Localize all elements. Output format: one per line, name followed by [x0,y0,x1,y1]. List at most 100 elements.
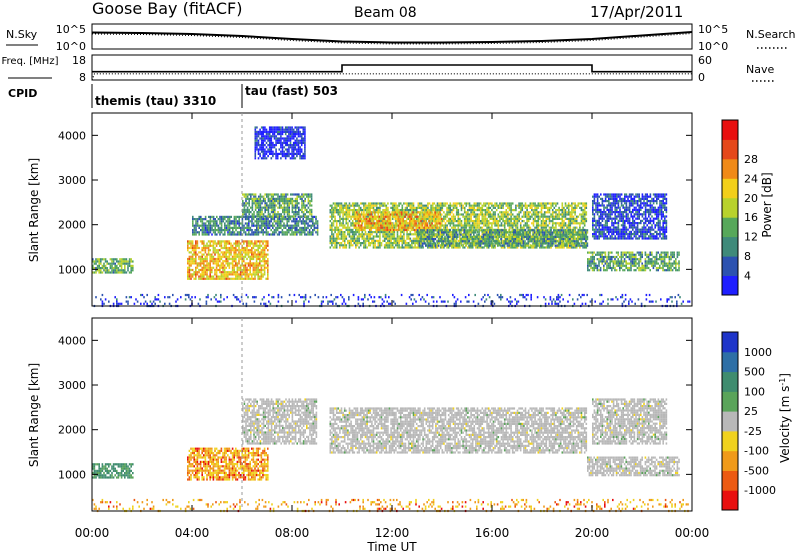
echo-cell [219,271,221,274]
echo-cell [332,220,335,223]
echo-cell [264,224,266,227]
echo-cell [389,226,392,229]
echo-cell [585,202,588,205]
echo-cell [256,204,258,207]
echo-cell [559,213,562,216]
echo-cell [296,226,298,229]
echo-cell [423,220,425,223]
echo-cell [579,246,581,249]
echo-cell [468,224,471,227]
echo-cell [371,204,373,207]
echo-cell [228,266,231,269]
echo-cell [384,228,387,232]
echo-cell [375,211,378,214]
echo-cell [294,144,297,147]
echo-cell [288,197,290,200]
echo-cell [329,242,332,245]
echo-cell [399,211,401,214]
echo-cell [288,215,290,218]
echo-cell [124,269,126,272]
echo-cell [334,215,336,218]
echo-cell [518,215,520,218]
frequency-left-label: Freq. [MHz] [2,56,59,67]
echo-cell [296,204,298,207]
echo-cell [555,224,557,227]
echo-cell [191,275,194,278]
echo-cell [187,244,189,247]
echo-cell [436,242,439,245]
echo-cell [262,152,265,155]
echo-cell [539,202,541,205]
echo-cell [254,249,256,252]
echo-cell [235,215,237,218]
echo-cell [255,268,258,272]
echo-cell [233,220,236,223]
echo-cell [345,237,348,240]
echo-cell [396,239,399,242]
echo-cell [412,246,415,249]
echo-cell [254,206,257,209]
echo-cell [297,126,300,129]
echo-cell [402,220,405,223]
echo-cell [201,271,203,274]
echo-cell [431,209,434,212]
echo-cell [484,217,487,220]
echo-cell [561,211,564,214]
echo-cell [220,229,223,232]
echo-cell [227,271,229,274]
echo-cell [479,202,482,205]
echo-cell [439,213,442,216]
echo-cell [383,224,386,227]
echo-cell [402,217,405,221]
echo-cell [283,222,285,225]
echo-cell [364,222,366,225]
echo-cell [355,209,357,212]
echo-cell [283,137,285,140]
echo-cell [286,220,288,223]
echo-cell [449,222,452,225]
echo-cell [510,217,512,220]
echo-cell [238,260,240,263]
echo-cell [193,231,196,234]
echo-cell [331,222,333,225]
echo-cell [246,257,248,261]
echo-cell [473,215,476,218]
echo-cell [407,224,410,227]
echo-cell [282,193,284,196]
echo-cell [411,233,413,236]
echo-cell [106,267,108,270]
echo-cell [534,215,536,218]
echo-cell [350,215,352,218]
echo-cell [251,218,253,221]
echo-cell [130,264,132,267]
echo-cell [246,246,248,250]
echo-cell [243,224,245,227]
echo-cell [253,197,255,200]
echo-cell [403,228,405,231]
echo-cell [259,152,261,155]
echo-cell [100,267,102,270]
echo-cell [559,222,562,225]
echo-cell [376,211,379,214]
echo-cell [306,215,308,218]
echo-cell [272,197,274,200]
echo-cell [579,206,581,209]
echo-cell [534,220,536,223]
echo-cell [214,229,216,232]
echo-cell [204,260,207,263]
echo-cell [454,226,456,229]
echo-cell [263,255,266,258]
echo-cell [254,135,257,138]
echo-cell [96,267,99,270]
echo-cell [100,269,102,272]
echo-cell [262,148,265,151]
echo-cell [334,204,336,207]
echo-cell [518,239,520,242]
echo-cell [263,253,266,256]
echo-cell [502,242,504,245]
echo-cell [260,146,263,149]
echo-cell [267,266,269,269]
echo-cell [284,133,287,136]
echo-cell [212,246,215,250]
echo-cell [335,237,338,240]
